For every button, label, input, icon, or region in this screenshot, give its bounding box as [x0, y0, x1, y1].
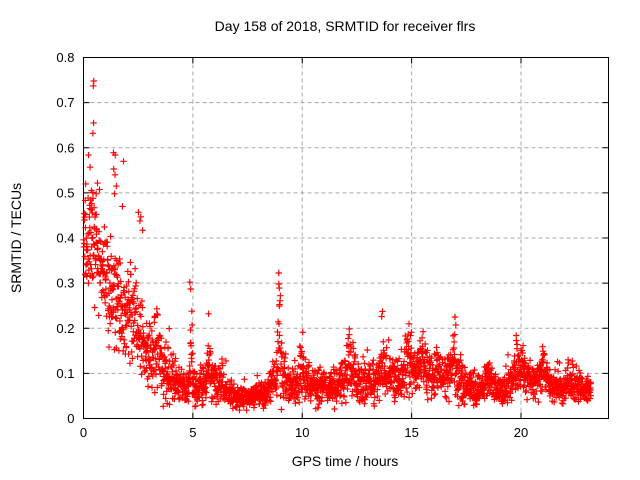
x-tick-label: 10 — [295, 425, 309, 440]
x-axis-label: GPS time / hours — [292, 453, 399, 469]
y-tick-label: 0.2 — [56, 321, 74, 336]
scatter-points-srmtid — [80, 77, 595, 414]
x-tick-label: 5 — [189, 425, 196, 440]
grid-lines — [83, 57, 609, 419]
y-tick-label: 0.3 — [56, 276, 74, 291]
y-tick-label: 0.8 — [56, 50, 74, 65]
y-tick-label: 0.5 — [56, 185, 74, 200]
chart-title: Day 158 of 2018, SRMTID for receiver flr… — [215, 18, 476, 34]
x-tick-label: 15 — [404, 425, 418, 440]
y-tick-label: 0.7 — [56, 95, 74, 110]
y-tick-label: 0.6 — [56, 140, 74, 155]
y-tick-label: 0.1 — [56, 366, 74, 381]
y-tick-label: 0 — [67, 411, 74, 426]
y-axis-label: SRMTID / TECUs — [8, 183, 24, 293]
y-tick-label: 0.4 — [56, 231, 74, 246]
grid-dashes — [83, 57, 609, 419]
tick-labels: 0 5 10 15 20 0 0.1 0.2 0.3 0.4 0.5 0.6 0.7 0.8 — [56, 50, 528, 440]
x-tick-label: 0 — [80, 425, 87, 440]
x-tick-label: 20 — [514, 425, 528, 440]
